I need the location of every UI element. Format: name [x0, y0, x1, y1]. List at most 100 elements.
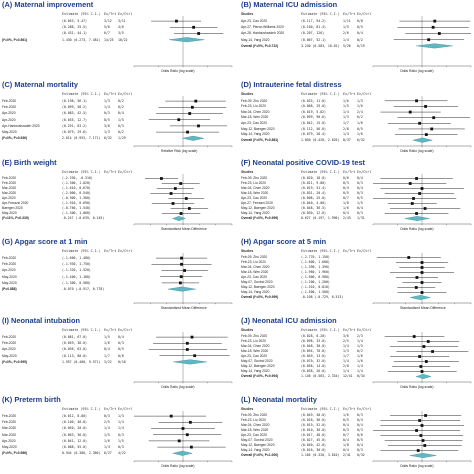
study-estimate: (0.048, 36.5) — [301, 206, 326, 211]
study-estimate: (0.099, 90.6) — [301, 115, 326, 120]
events-treatment: 1/8 — [343, 443, 349, 448]
events-control: 8/34 — [357, 374, 365, 379]
events-control: 1/6 — [357, 104, 363, 109]
overall-estimate: -0.108 (-0.729, 0.513) — [301, 295, 344, 300]
study-label: Feb-09, Zhu 2020 — [241, 255, 268, 260]
events-control: 1/5 — [118, 438, 124, 443]
overall-estimate: 0.627 (0.197, 1.996) — [301, 216, 340, 221]
events-control: 0/8 — [357, 18, 363, 23]
overall-label: (I²=0%, P=0.995) — [2, 359, 28, 364]
study-label: Mar-2020 — [2, 432, 17, 437]
events-control: 1/4 — [357, 369, 363, 374]
events-treatment: 1/4 — [343, 37, 349, 42]
ev-trt-header: Ev/Trt — [343, 12, 356, 16]
forest-plot-area — [372, 411, 472, 463]
study-estimate: (0.099, 58.2) — [62, 105, 87, 110]
forest-plot-area — [372, 253, 472, 305]
study-estimate: (0.040, 42.0) — [301, 443, 326, 448]
events-control: 0/19 — [357, 43, 365, 48]
events-control: 0/3 — [118, 432, 124, 437]
studies-header: Studies — [241, 328, 254, 332]
study-estimate: (0.035, 12.7) — [62, 117, 87, 122]
events-control: 1/6 — [357, 121, 363, 126]
point-estimate — [185, 433, 189, 437]
study-estimate: (-1.930, 1.750) — [62, 262, 91, 267]
point-estimate — [410, 202, 414, 205]
study-label: Apr-Hantoushzadeh 2020 — [2, 123, 40, 128]
events-control: 1/5 — [357, 344, 363, 349]
point-estimate — [418, 419, 422, 422]
pooled-diamond — [412, 137, 433, 143]
point-estimate — [424, 105, 427, 108]
events-control: 0/3 — [357, 181, 363, 186]
study-estimate: (-1.390, 1.390) — [301, 265, 330, 270]
forest-plot-area — [372, 16, 472, 68]
events-control: 0/2 — [357, 115, 363, 120]
events-treatment: 0/4 — [343, 438, 349, 443]
events-control: 1/6 — [357, 354, 363, 359]
study-label: Apr-23, Cao 2020 — [241, 18, 268, 23]
point-estimate — [186, 130, 189, 134]
events-control: 4/22 — [118, 451, 126, 456]
study-label: May-14, Yang 2020 — [241, 290, 270, 295]
ev-ctrl-header: Ev/Ctrl — [118, 249, 133, 253]
study-estimate: (0.207, 126) — [301, 31, 325, 36]
study-estimate: (0.053, 5.47) — [62, 18, 87, 23]
events-treatment: 1/4 — [343, 369, 349, 374]
x-axis-title: Odds Ratio (log scale) — [161, 68, 195, 73]
study-label: May-2020 — [2, 444, 17, 449]
study-estimate: (0.067, 52.1) — [301, 37, 326, 42]
estimate-header: Estimate (95% C.I.) — [301, 12, 340, 16]
study-label: Mar-04, Chen 2020 — [241, 423, 270, 428]
events-control: 1/6 — [357, 359, 363, 364]
events-control: 0/3 — [118, 341, 124, 346]
study-estimate: (0.008, 25.0) — [301, 196, 326, 201]
forest-plot-area — [133, 16, 233, 68]
pooled-diamond — [172, 450, 193, 456]
events-treatment: 2/6 — [343, 31, 349, 36]
study-label: May-12, Baergen 2020 — [241, 126, 275, 131]
events-treatment: 0/7 — [343, 196, 349, 201]
point-estimate — [169, 192, 173, 195]
panel-title: (E) Birth weight — [2, 158, 57, 167]
study-estimate: (0.012, 8.80) — [62, 413, 87, 418]
x-axis-title: Odds Ratio (log scale) — [400, 463, 434, 468]
point-estimate — [415, 99, 418, 103]
overall-estimate: 1.050 (0.420, 2.620) — [301, 137, 340, 142]
ev-ctrl-header: Ev/Ctrl — [118, 92, 133, 96]
overall-estimate: 0.944 (0.380, 2.360) — [62, 451, 101, 456]
panel-title: (K) Preterm birth — [2, 395, 61, 404]
point-estimate — [177, 118, 181, 122]
forest-plot-area — [133, 174, 233, 226]
study-estimate: (0.011, 9.80) — [301, 181, 326, 186]
study-estimate: (0.016, 30.0) — [301, 448, 326, 453]
panel-title: (L) Neonatal mortality — [241, 395, 317, 404]
overall-label: (I²=0%, P=0.936) — [2, 136, 28, 141]
forest-plot-area — [372, 332, 472, 384]
x-axis-title: Standardised Mean Difference — [400, 305, 446, 310]
events-treatment: 1/8 — [343, 201, 349, 206]
events-treatment: 0/3 — [343, 428, 349, 433]
study-label: May-2020 — [2, 129, 17, 134]
point-estimate — [424, 414, 427, 417]
events-control: 3/5 — [118, 31, 124, 36]
point-estimate — [423, 207, 427, 210]
overall-label: Overall (I²=0%, P=1.000) — [241, 453, 279, 458]
study-label: Feb-2020 — [2, 413, 17, 418]
study-label: Mar-04, Chen 2020 — [241, 265, 270, 270]
study-estimate: (0.031, 20.4) — [301, 191, 326, 196]
point-estimate — [179, 212, 183, 215]
ev-ctrl-header: Ev/Ctrl — [118, 12, 133, 16]
events-control: 1/4 — [357, 339, 363, 344]
point-estimate — [427, 38, 431, 42]
x-axis-title: Standardised Mean Difference — [161, 226, 207, 231]
events-treatment: 3/6 — [343, 334, 349, 339]
forest-panel-b: (B) Maternal ICU admission Studies Estimat… — [239, 0, 474, 78]
study-estimate: (-2.770, 1.150) — [301, 255, 330, 260]
study-estimate: (-0.900, 1.300) — [62, 196, 91, 201]
events-control: 0/3 — [357, 448, 363, 453]
ev-ctrl-header: Ev/Ctrl — [118, 170, 133, 174]
study-label: May-07, Govind 2020 — [241, 280, 273, 285]
point-estimate — [194, 99, 198, 103]
point-estimate — [437, 32, 441, 35]
